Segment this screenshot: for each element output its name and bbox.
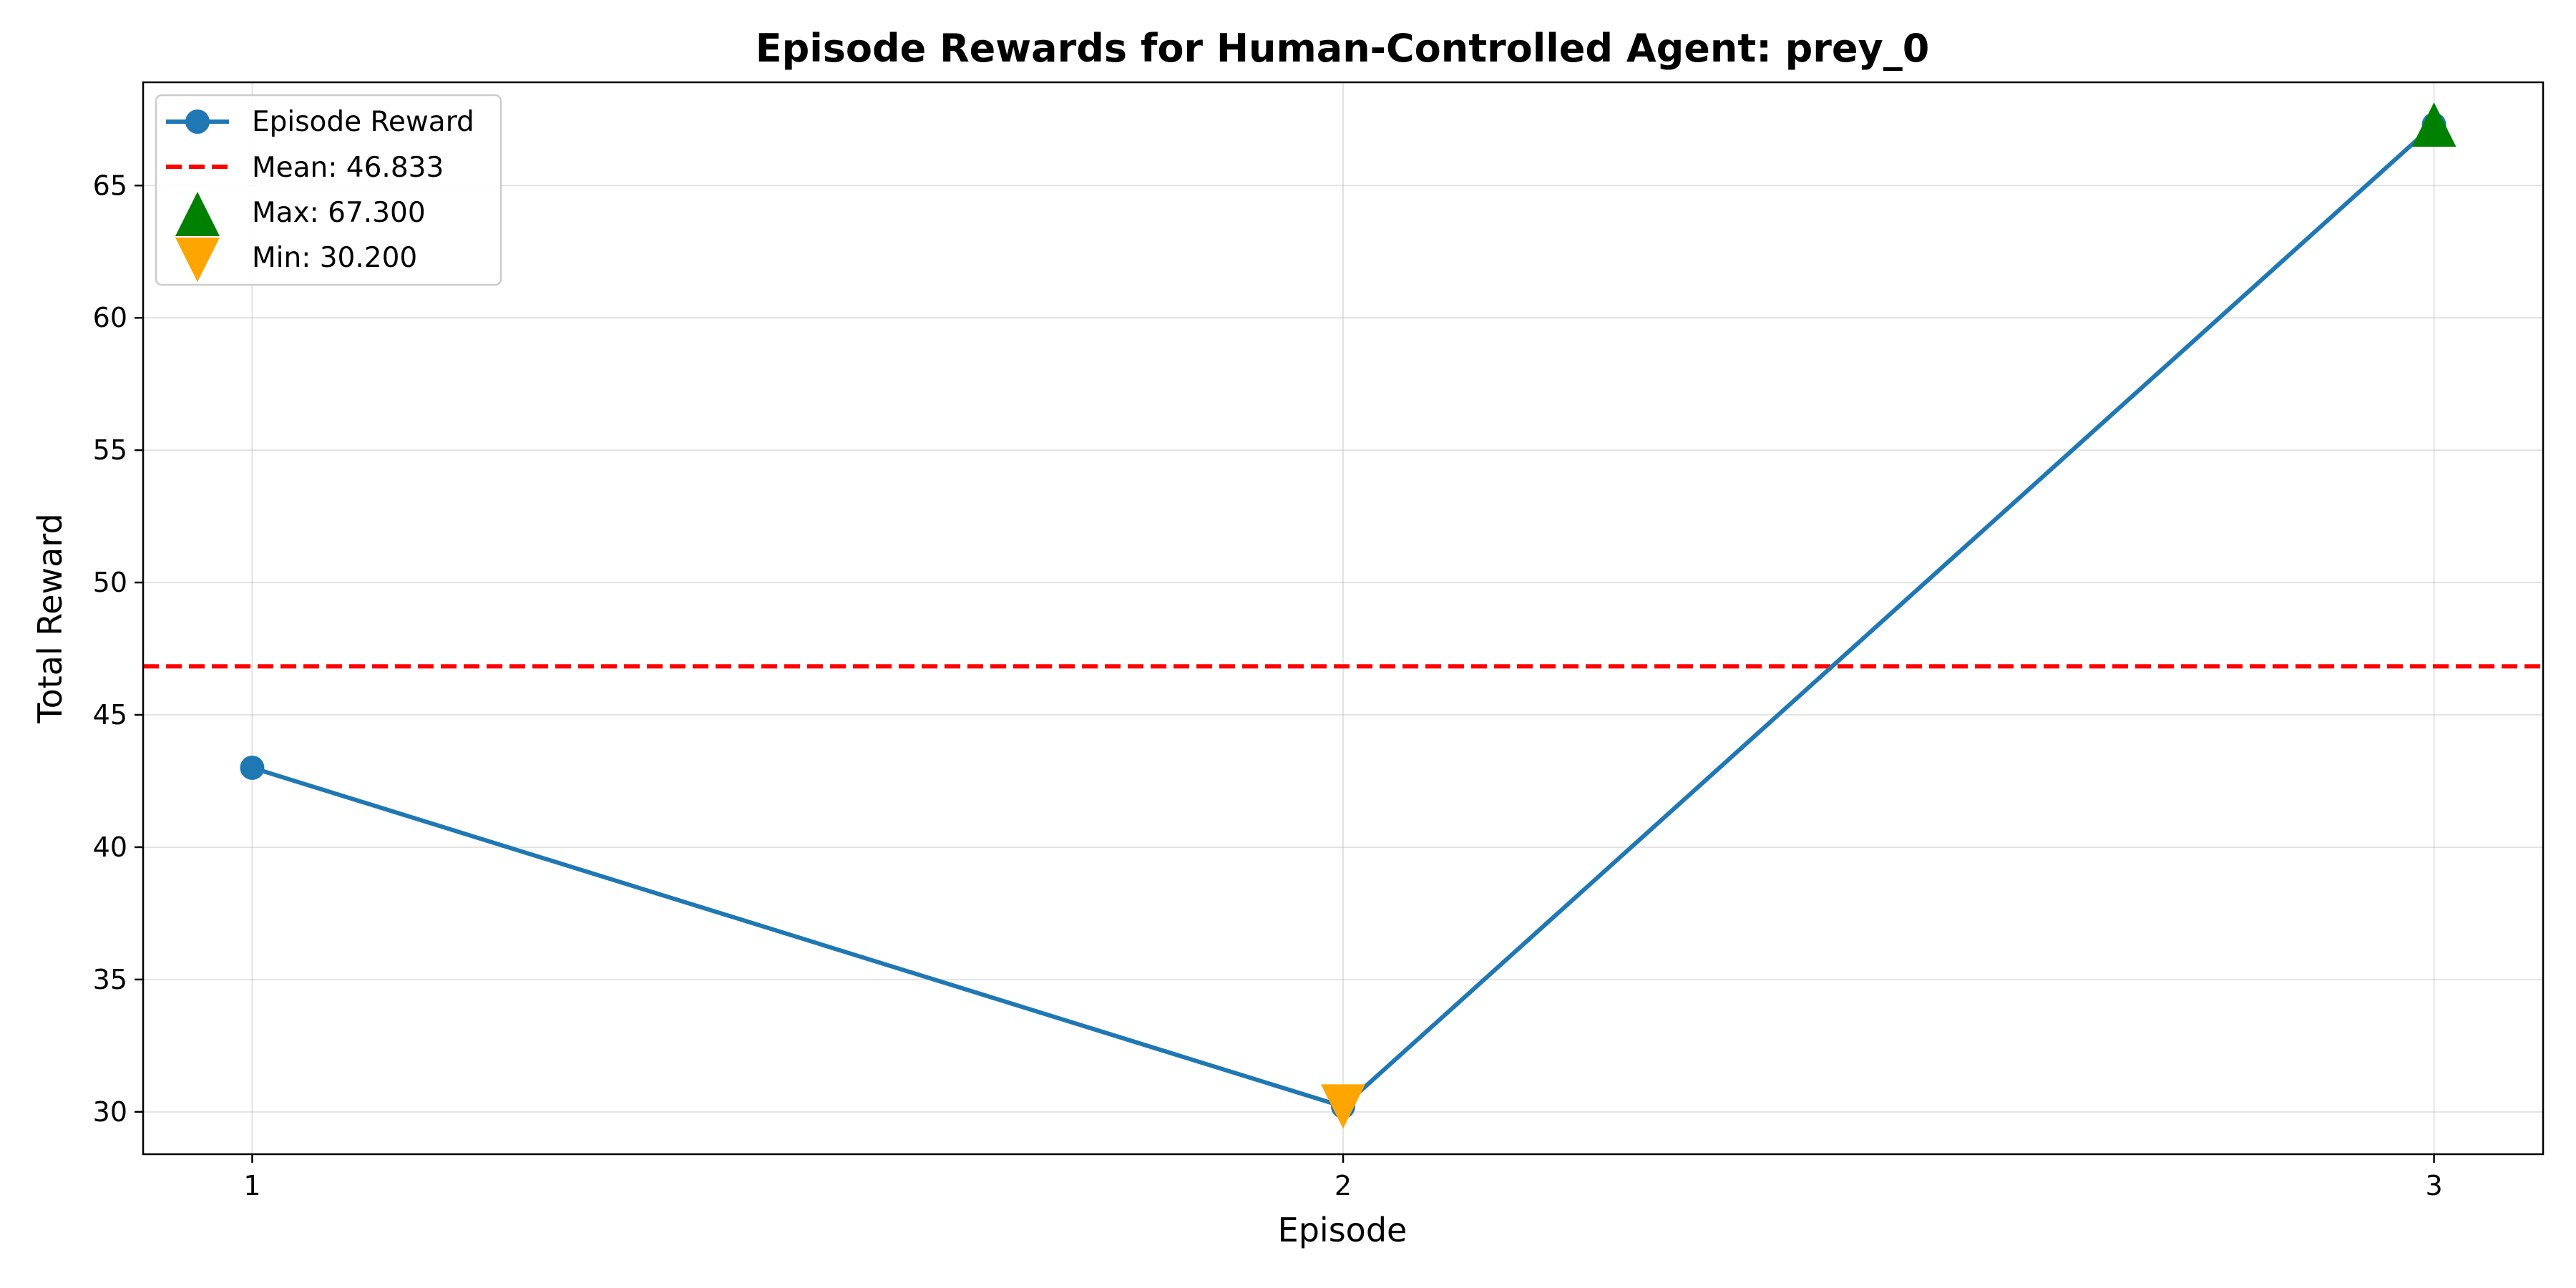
legend-min-marker bbox=[175, 238, 220, 282]
y-tick-label: 40 bbox=[93, 831, 127, 863]
x-tick-label: 1 bbox=[243, 1170, 260, 1201]
x-axis-ticks: 1 2 3 bbox=[243, 1154, 2443, 1201]
x-tick-label: 2 bbox=[1335, 1170, 1352, 1201]
legend-min-label: Min: 30.200 bbox=[252, 242, 417, 274]
x-tick-label: 3 bbox=[2425, 1170, 2442, 1201]
grid bbox=[143, 82, 2543, 1154]
legend-max-label: Max: 67.300 bbox=[252, 197, 426, 229]
min-marker bbox=[1321, 1084, 1365, 1129]
y-axis-ticks: 30 35 40 45 50 55 60 65 bbox=[93, 170, 143, 1128]
y-axis-label: Total Reward bbox=[31, 513, 69, 723]
legend-series-marker bbox=[185, 109, 210, 134]
legend-series-label: Episode Reward bbox=[252, 106, 474, 138]
legend-max-marker bbox=[175, 192, 220, 236]
y-tick-label: 50 bbox=[93, 567, 127, 598]
chart-title: Episode Rewards for Human-Controlled Age… bbox=[756, 26, 1930, 71]
legend: Episode Reward Mean: 46.833 Max: 67.300 … bbox=[155, 94, 502, 286]
max-marker bbox=[2411, 102, 2457, 147]
y-tick-label: 30 bbox=[93, 1096, 127, 1128]
y-tick-label: 35 bbox=[93, 964, 127, 995]
x-axis-label: Episode bbox=[1278, 1211, 1407, 1249]
series-point bbox=[240, 755, 265, 780]
y-tick-label: 45 bbox=[93, 699, 127, 731]
legend-mean-label: Mean: 46.833 bbox=[252, 152, 444, 184]
y-tick-label: 55 bbox=[93, 434, 127, 466]
y-tick-label: 60 bbox=[93, 302, 127, 333]
legend-frame bbox=[155, 94, 502, 286]
extrema-markers bbox=[1321, 102, 2457, 1129]
y-tick-label: 65 bbox=[93, 170, 127, 201]
